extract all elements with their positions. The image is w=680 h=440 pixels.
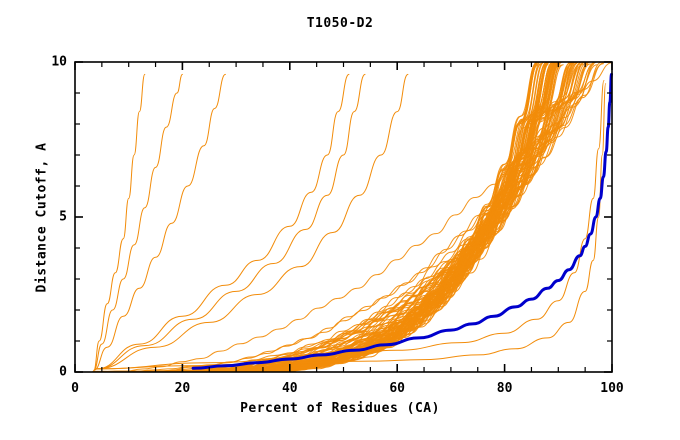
prediction-curve [101,62,540,372]
reference-curve [191,72,613,370]
x-tick-label: 80 [496,381,513,396]
prediction-bundle [91,62,612,372]
prediction-curve [102,63,581,372]
prediction-curve-outlier_mid_1 [96,73,350,370]
prediction-curve [101,62,540,372]
prediction-curve [92,64,539,372]
prediction-curve [93,62,554,372]
prediction-curve-outlier_mid_3 [96,73,409,370]
chart-title: T1050-D2 [306,16,374,31]
y-tick-label: 0 [59,364,67,380]
y-tick-label: 10 [51,54,67,70]
x-tick-label: 60 [389,381,406,396]
prediction-curve [94,63,589,372]
y-tick-label: 5 [59,209,67,225]
prediction-curve [100,63,542,372]
prediction-curve [91,62,591,372]
prediction-curve-outlier_steep_left_1 [93,73,146,371]
prediction-curve [99,63,538,372]
curves-layer [91,62,613,372]
prediction-curve [93,62,538,372]
x-tick-label: 0 [71,381,79,396]
prediction-curve [92,62,596,372]
prediction-curve-outlier_low_right [96,83,607,370]
x-axis-label: Percent of Residues (CA) [240,401,440,416]
prediction-curve [98,62,554,372]
prediction-curve [97,62,538,372]
prediction-curve [92,62,586,372]
prediction-curve [92,63,548,372]
prediction-curve [100,62,581,372]
prediction-curve [96,62,583,372]
x-tick-label: 100 [600,381,624,396]
prediction-curve [97,63,542,372]
axes-layer [74,61,613,373]
prediction-curve [100,64,583,372]
prediction-curve-outlier_steep_left_2 [93,73,183,371]
prediction-curve-outlier_steep_left_3 [93,73,226,371]
x-tick-label: 40 [281,381,298,396]
prediction-curve [99,62,545,372]
prediction-curve-outlier_low_right_2 [96,80,605,370]
prediction-curve [102,62,538,372]
x-tick-label: 20 [174,381,191,396]
prediction-curve [101,62,538,372]
prediction-curve [99,62,554,372]
prediction-curve-outlier_mid_2 [96,73,366,370]
plot-frame [74,61,613,373]
prediction-curve [102,64,594,372]
